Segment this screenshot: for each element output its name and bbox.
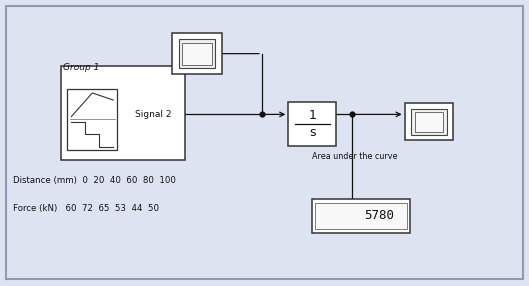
Bar — [312, 199, 410, 233]
Bar — [179, 39, 215, 68]
Bar — [172, 33, 222, 74]
Text: Area under the curve: Area under the curve — [312, 152, 398, 161]
Text: Force (kN)   60  72  65  53  44  50: Force (kN) 60 72 65 53 44 50 — [13, 204, 159, 213]
Text: 5780: 5780 — [364, 209, 394, 223]
Bar — [411, 109, 447, 135]
Text: Signal 2: Signal 2 — [135, 110, 171, 119]
Bar — [61, 66, 185, 160]
Bar — [405, 103, 453, 140]
Bar — [67, 89, 117, 150]
Text: s: s — [309, 126, 315, 139]
Bar — [182, 43, 212, 65]
Text: Group 1: Group 1 — [63, 63, 100, 72]
Bar — [288, 102, 336, 146]
Text: 1: 1 — [308, 109, 316, 122]
Text: Distance (mm)  0  20  40  60  80  100: Distance (mm) 0 20 40 60 80 100 — [13, 176, 176, 185]
Bar — [415, 112, 443, 132]
Bar — [315, 203, 407, 229]
